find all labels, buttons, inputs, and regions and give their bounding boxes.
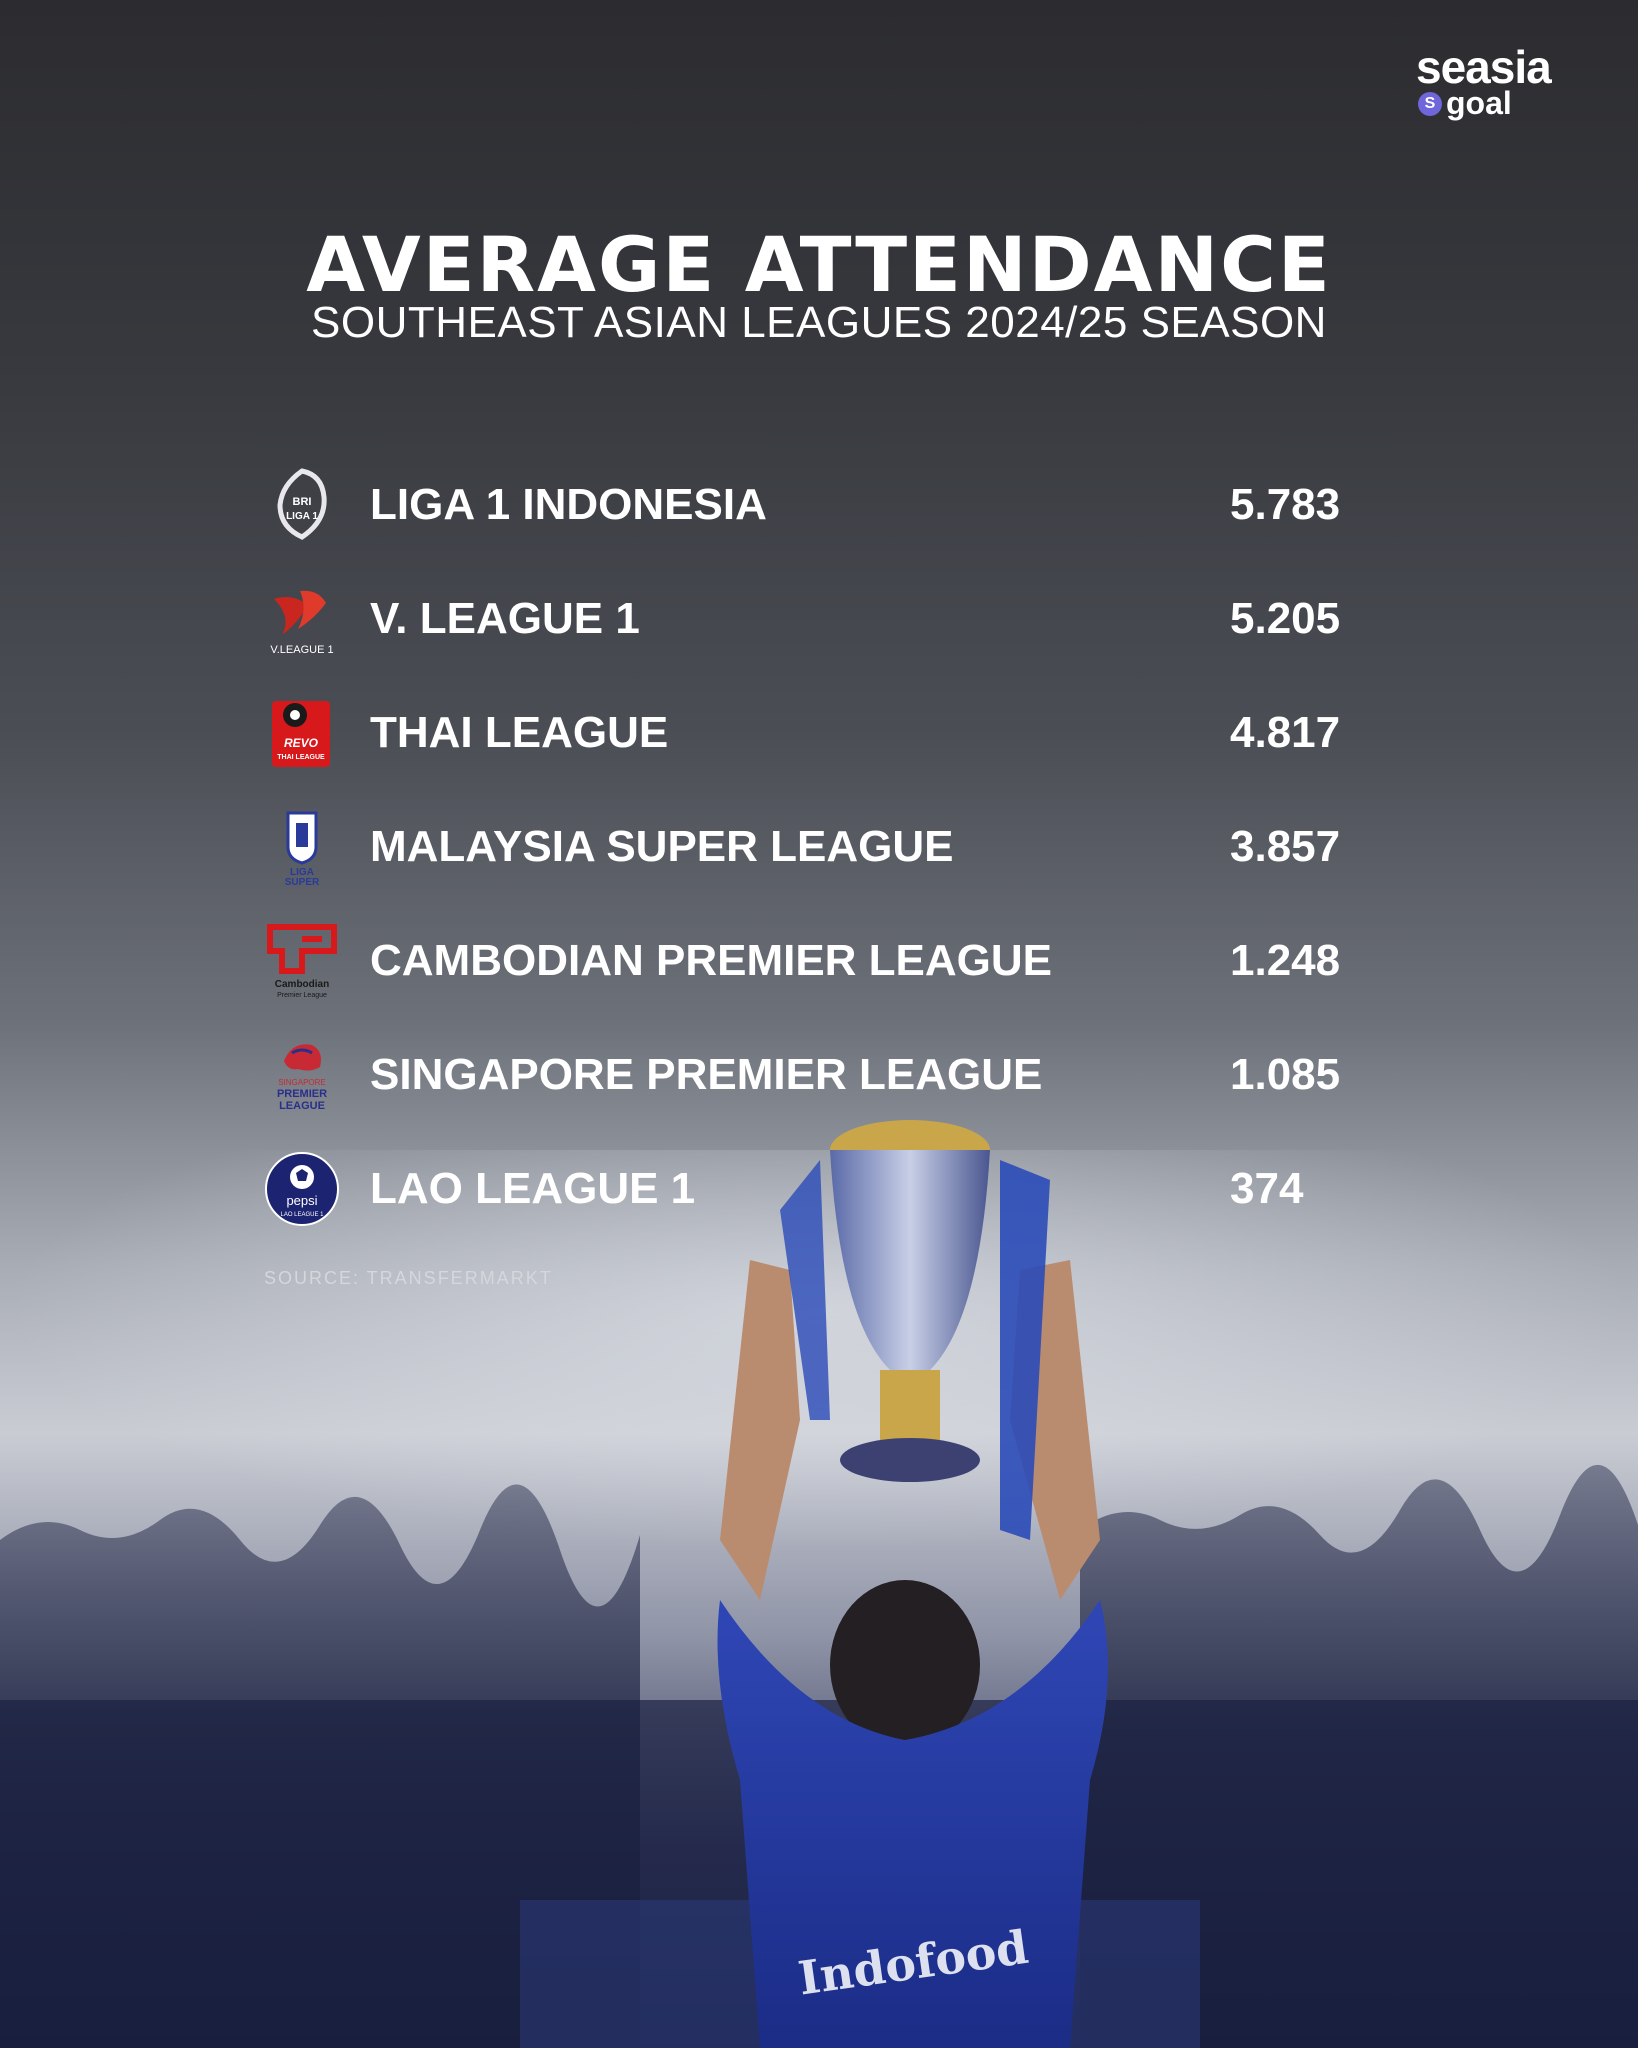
league-name: LAO LEAGUE 1 [370, 1164, 696, 1213]
svg-text:V.LEAGUE 1: V.LEAGUE 1 [270, 644, 333, 656]
bri-liga-1-logo-icon: BRI LIGA 1 [277, 468, 327, 540]
attendance-value: 4.817 [1230, 708, 1341, 757]
league-name: SINGAPORE PREMIER LEAGUE [370, 1050, 1043, 1099]
svg-text:LIGA: LIGA [290, 867, 314, 878]
attendance-value: 1.085 [1230, 1050, 1341, 1099]
brand-sub: goal [1446, 85, 1512, 121]
svg-text:SUPER: SUPER [285, 877, 320, 887]
svg-text:Cambodian: Cambodian [275, 979, 329, 990]
seasia-goal-logo: seasia S goal [1402, 44, 1588, 124]
svg-text:Premier League: Premier League [277, 992, 327, 999]
svg-text:BRI: BRI [293, 496, 312, 508]
v-league-1-logo-icon: V.LEAGUE 1 [270, 590, 334, 656]
singapore-premier-league-logo-icon: SINGAPORE PREMIER LEAGUE [277, 1044, 327, 1112]
thai-league-logo-icon: REVO THAI LEAGUE [272, 701, 330, 767]
attendance-value: 374 [1230, 1164, 1304, 1213]
list-item: REVO THAI LEAGUE THAI LEAGUE 4.817 [262, 676, 1402, 790]
attendance-value: 3.857 [1230, 822, 1341, 871]
svg-text:LEAGUE: LEAGUE [279, 1100, 325, 1112]
svg-text:LIGA 1: LIGA 1 [286, 511, 318, 522]
league-name: CAMBODIAN PREMIER LEAGUE [370, 936, 1053, 985]
brand-name: seasia [1416, 41, 1552, 93]
list-item: pepsi LAO LEAGUE 1 LAO LEAGUE 1 374 [262, 1132, 1402, 1246]
svg-text:PREMIER: PREMIER [277, 1088, 327, 1100]
player-raising-trophy-photo: Indofood [717, 1120, 1108, 2048]
attendance-value: 1.248 [1230, 936, 1341, 985]
league-name: V. LEAGUE 1 [370, 594, 640, 643]
attendance-value: 5.783 [1230, 480, 1341, 529]
svg-text:REVO: REVO [284, 736, 319, 750]
attendance-value: 5.205 [1230, 594, 1341, 643]
list-item: SINGAPORE PREMIER LEAGUE SINGAPORE PREMI… [262, 1018, 1402, 1132]
brand-badge-icon: S [1418, 92, 1442, 116]
svg-text:SINGAPORE: SINGAPORE [278, 1078, 326, 1087]
list-item: Cambodian Premier League CAMBODIAN PREMI… [262, 904, 1402, 1018]
lao-league-1-logo-icon: pepsi LAO LEAGUE 1 [265, 1152, 339, 1226]
svg-text:THAI LEAGUE: THAI LEAGUE [277, 754, 325, 761]
svg-text:pepsi: pepsi [286, 1193, 317, 1208]
page-subtitle: SOUTHEAST ASIAN LEAGUES 2024/25 SEASON [311, 298, 1327, 347]
list-item: LIGA SUPER MALAYSIA SUPER LEAGUE 3.857 [262, 790, 1402, 904]
list-item: BRI LIGA 1 LIGA 1 INDONESIA 5.783 [262, 448, 1402, 562]
list-item: V.LEAGUE 1 V. LEAGUE 1 5.205 [262, 562, 1402, 676]
league-name: MALAYSIA SUPER LEAGUE [370, 822, 954, 871]
svg-text:LAO LEAGUE 1: LAO LEAGUE 1 [280, 1212, 324, 1218]
page-title: AVERAGE ATTENDANCE [306, 220, 1332, 309]
attendance-list: BRI LIGA 1 LIGA 1 INDONESIA 5.783 V.LEAG… [262, 448, 1402, 1246]
league-name: THAI LEAGUE [370, 708, 669, 757]
cambodian-premier-league-logo-icon: Cambodian Premier League [267, 924, 337, 999]
liga-super-logo-icon: LIGA SUPER [285, 811, 320, 887]
source-note: SOURCE: TRANSFERMARKT [264, 1268, 553, 1288]
league-name: LIGA 1 INDONESIA [370, 480, 767, 529]
